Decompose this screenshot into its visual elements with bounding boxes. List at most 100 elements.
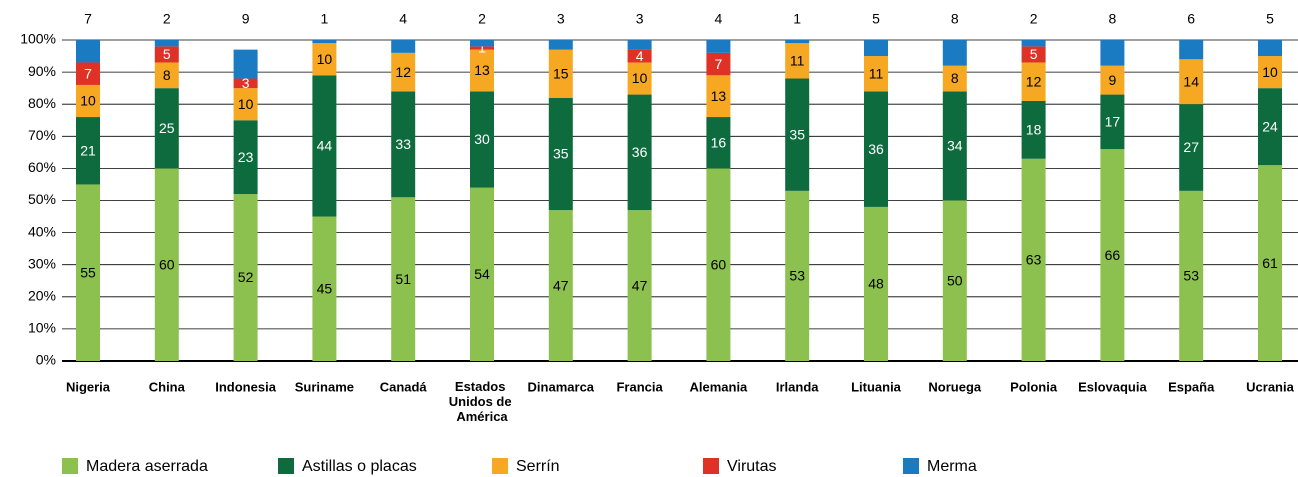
bar-segment: [154, 62, 179, 89]
bar-segment: [76, 62, 100, 85]
bar-segment: [1100, 65, 1125, 95]
data-label: 33: [395, 136, 411, 152]
bar-segment: [312, 75, 337, 217]
bar-segment: [233, 194, 258, 361]
bar-segment: [706, 75, 731, 118]
data-label: 48: [868, 276, 884, 292]
bar-segment: [1258, 56, 1282, 89]
bar-segment: [233, 88, 258, 121]
data-label: 35: [553, 146, 569, 162]
legend-swatch: [903, 458, 919, 474]
bar-segment: [312, 40, 337, 44]
bar-segment: [942, 65, 967, 92]
x-tick-label: Irlanda: [776, 379, 819, 394]
data-label: 17: [1105, 114, 1121, 130]
data-label: 10: [238, 96, 254, 112]
bar-segment: [233, 49, 258, 79]
bar-segment: [1021, 100, 1046, 159]
data-label: 7: [715, 56, 723, 72]
y-tick-label: 0%: [36, 352, 56, 368]
y-tick-label: 30%: [28, 255, 56, 271]
data-label: 13: [711, 88, 727, 104]
data-label: 1: [321, 11, 329, 27]
bar-segment: [1021, 62, 1046, 101]
data-label: 34: [947, 138, 963, 154]
bar-segment: [785, 40, 810, 44]
data-label: 11: [790, 53, 805, 69]
legend-swatch: [278, 458, 294, 474]
y-tick-label: 90%: [28, 63, 56, 79]
bar-segment: [154, 46, 179, 63]
bar-segment: [154, 88, 179, 169]
bar-segment: [706, 40, 731, 53]
data-label: 2: [163, 11, 171, 27]
data-label: 5: [163, 46, 171, 62]
x-tick-label: Lituania: [851, 379, 902, 394]
data-label: 53: [789, 268, 805, 284]
data-label: 8: [163, 67, 171, 83]
bar-segment: [391, 52, 416, 92]
bar-segment: [1179, 40, 1204, 60]
data-label: 25: [159, 120, 175, 136]
data-label: 11: [869, 65, 884, 81]
x-tick-label: Indonesia: [215, 379, 276, 394]
data-label: 27: [1183, 139, 1199, 155]
bar-segment: [1179, 190, 1204, 361]
data-label: 6: [1187, 11, 1195, 27]
y-tick-label: 100%: [20, 31, 56, 47]
bar-segment: [312, 43, 337, 76]
data-label: 10: [632, 70, 648, 86]
bar-segment: [1179, 104, 1204, 191]
x-tick-label: Dinamarca: [528, 379, 595, 394]
data-label: 51: [395, 271, 411, 287]
bar-segment: [1021, 46, 1046, 63]
data-label: 66: [1105, 247, 1121, 263]
data-label: 9: [1109, 72, 1117, 88]
data-label: 10: [1262, 64, 1278, 80]
data-label: 12: [395, 64, 411, 80]
data-label: 2: [1030, 11, 1038, 27]
bar-segment: [1021, 40, 1046, 47]
bar-segment: [1258, 40, 1282, 57]
bar-segment: [470, 187, 494, 361]
y-tick-label: 80%: [28, 95, 56, 111]
bar-segment: [1021, 158, 1046, 361]
bar-segment: [1258, 165, 1282, 361]
bar-segment: [864, 56, 888, 92]
bar-segment: [706, 168, 731, 361]
data-label: 63: [1026, 252, 1042, 268]
data-label: 4: [715, 11, 723, 27]
data-label: 47: [553, 277, 569, 293]
bar-segment: [548, 97, 573, 211]
data-label: 10: [80, 93, 96, 109]
data-label: 36: [632, 144, 648, 160]
bar-segment: [627, 40, 652, 50]
bar-segment: [391, 91, 416, 198]
x-tick-label: España: [1168, 379, 1215, 394]
data-label: 18: [1026, 122, 1042, 138]
data-label: 3: [557, 11, 565, 27]
bar-segment: [76, 184, 100, 361]
data-label: 44: [317, 138, 333, 154]
data-label: 21: [80, 142, 96, 158]
bar-segment: [864, 40, 888, 57]
bar-segment: [233, 120, 258, 195]
bar-segment: [470, 91, 494, 188]
legend-label: Madera aserrada: [86, 458, 208, 475]
data-label: 5: [1030, 46, 1038, 62]
bar-segment: [470, 49, 494, 92]
x-tick-label: Francia: [616, 379, 663, 394]
data-label: 5: [1266, 11, 1274, 27]
data-label: 60: [711, 256, 727, 272]
data-label: 45: [317, 280, 333, 296]
bar-segment: [785, 190, 810, 361]
legend-swatch: [492, 458, 508, 474]
data-label: 10: [317, 51, 333, 67]
bar-segment: [548, 40, 573, 50]
bar-segment: [627, 49, 652, 63]
data-label: 55: [80, 264, 96, 280]
bar-segment: [627, 210, 652, 361]
data-label: 8: [951, 11, 959, 27]
bar-segment: [942, 200, 967, 361]
bar-segment: [627, 94, 652, 211]
